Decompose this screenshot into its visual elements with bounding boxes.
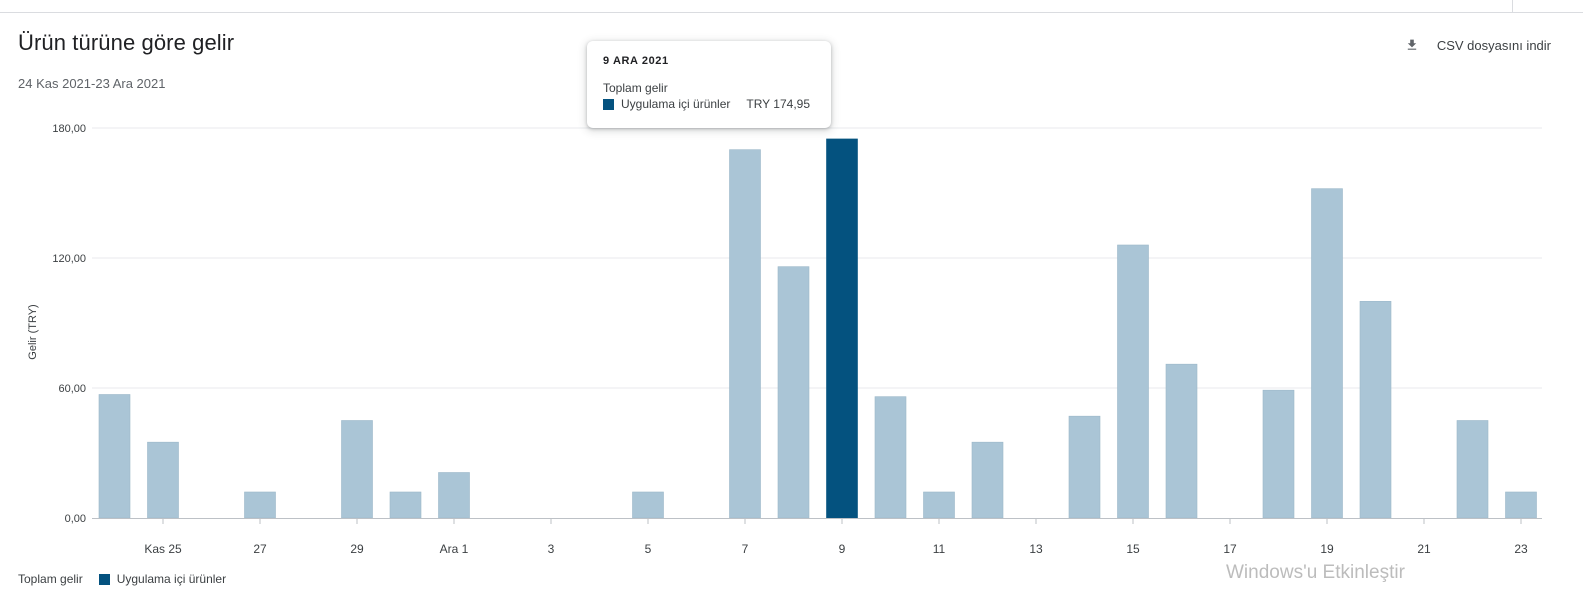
bar-15-ara[interactable] <box>1117 244 1149 519</box>
download-icon <box>1407 39 1417 50</box>
bar-7-ara[interactable] <box>729 149 761 519</box>
bar-22-ara[interactable] <box>1456 420 1489 519</box>
x-tick-label: Ara 1 <box>440 542 469 556</box>
legend-series-name[interactable]: Uygulama içi ürünler <box>116 572 227 586</box>
tooltip-series-name: Uygulama içi ürünler <box>621 97 731 111</box>
tooltip-row: Uygulama içi ürünler TRY 174,95 <box>603 97 815 111</box>
x-tick-label: 21 <box>1417 542 1431 556</box>
x-tick-label: 23 <box>1514 542 1528 556</box>
bar-20-ara[interactable] <box>1359 301 1392 519</box>
date-range: 24 Kas 2021-23 Ara 2021 <box>18 76 166 91</box>
tooltip-series-title: Toplam gelir <box>603 81 668 95</box>
bar-30-kas[interactable] <box>389 491 422 519</box>
bar-10-ara[interactable] <box>874 396 907 519</box>
chart-legend: Toplam gelir Uygulama içi ürünler <box>18 572 226 586</box>
axis-layer: 0,00 60,00 120,00 180,00 Kas 25 27 29 Ara 1 3 5 7 9… <box>52 123 1542 556</box>
x-tick-label: 7 <box>742 542 749 556</box>
bar-27-kas[interactable] <box>244 491 276 519</box>
legend-swatch <box>98 573 110 585</box>
x-tick-label: 5 <box>645 542 652 556</box>
bar-19-ara[interactable] <box>1311 188 1343 519</box>
bar-9-ara[interactable] <box>826 138 858 519</box>
top-rule <box>0 12 1583 13</box>
csv-download-label: CSV dosyasını indir <box>1436 37 1551 53</box>
x-tick-label: 11 <box>933 542 946 556</box>
y-tick-label: 60,00 <box>58 383 86 395</box>
top-divider <box>1512 0 1513 12</box>
bar-14-ara[interactable] <box>1068 415 1101 519</box>
x-tick-label: 19 <box>1320 542 1334 556</box>
x-tick-label: Kas 25 <box>144 542 182 556</box>
bar-5-ara[interactable] <box>632 491 664 519</box>
x-tick-label: 13 <box>1029 542 1043 556</box>
tooltip-date: 9 ARA 2021 <box>603 55 669 67</box>
y-tick-label: 0,00 <box>65 513 86 525</box>
bar-1-ara[interactable] <box>438 472 470 519</box>
x-tick-label: 17 <box>1223 542 1237 556</box>
bar-25-kas[interactable] <box>147 441 179 519</box>
bar-23-ara[interactable] <box>1505 491 1537 519</box>
x-tick-label: 15 <box>1126 542 1140 556</box>
tooltip-swatch <box>603 98 614 110</box>
bar-16-ara[interactable] <box>1165 363 1198 519</box>
csv-download-button[interactable]: CSV dosyasını indir <box>1403 36 1551 54</box>
bar-12-ara[interactable] <box>971 441 1004 519</box>
bar-24-kas[interactable] <box>98 394 131 519</box>
y-tick-label: 180,00 <box>52 123 86 135</box>
hover-tooltip: 9 ARA 2021 Toplam gelir Uygulama içi ürü… <box>587 41 831 128</box>
x-tick-label: 27 <box>253 542 267 556</box>
bar-11-ara[interactable] <box>923 491 955 519</box>
bar-18-ara[interactable] <box>1262 389 1295 519</box>
x-tick-label: 29 <box>350 542 364 556</box>
legend-title: Toplam gelir <box>18 572 83 586</box>
card-title: Ürün türüne göre gelir <box>18 30 235 55</box>
tooltip-value: TRY 174,95 <box>746 97 810 111</box>
y-tick-label: 120,00 <box>52 253 86 265</box>
activation-watermark: Windows'u Etkinleştir <box>1226 562 1405 583</box>
bar-8-ara[interactable] <box>777 266 810 519</box>
bar-29-kas[interactable] <box>341 420 373 519</box>
bar-layer <box>98 138 1537 519</box>
grid-layer <box>92 127 1542 389</box>
x-tick-label: 3 <box>548 542 555 556</box>
x-tick-label: 9 <box>839 542 846 556</box>
